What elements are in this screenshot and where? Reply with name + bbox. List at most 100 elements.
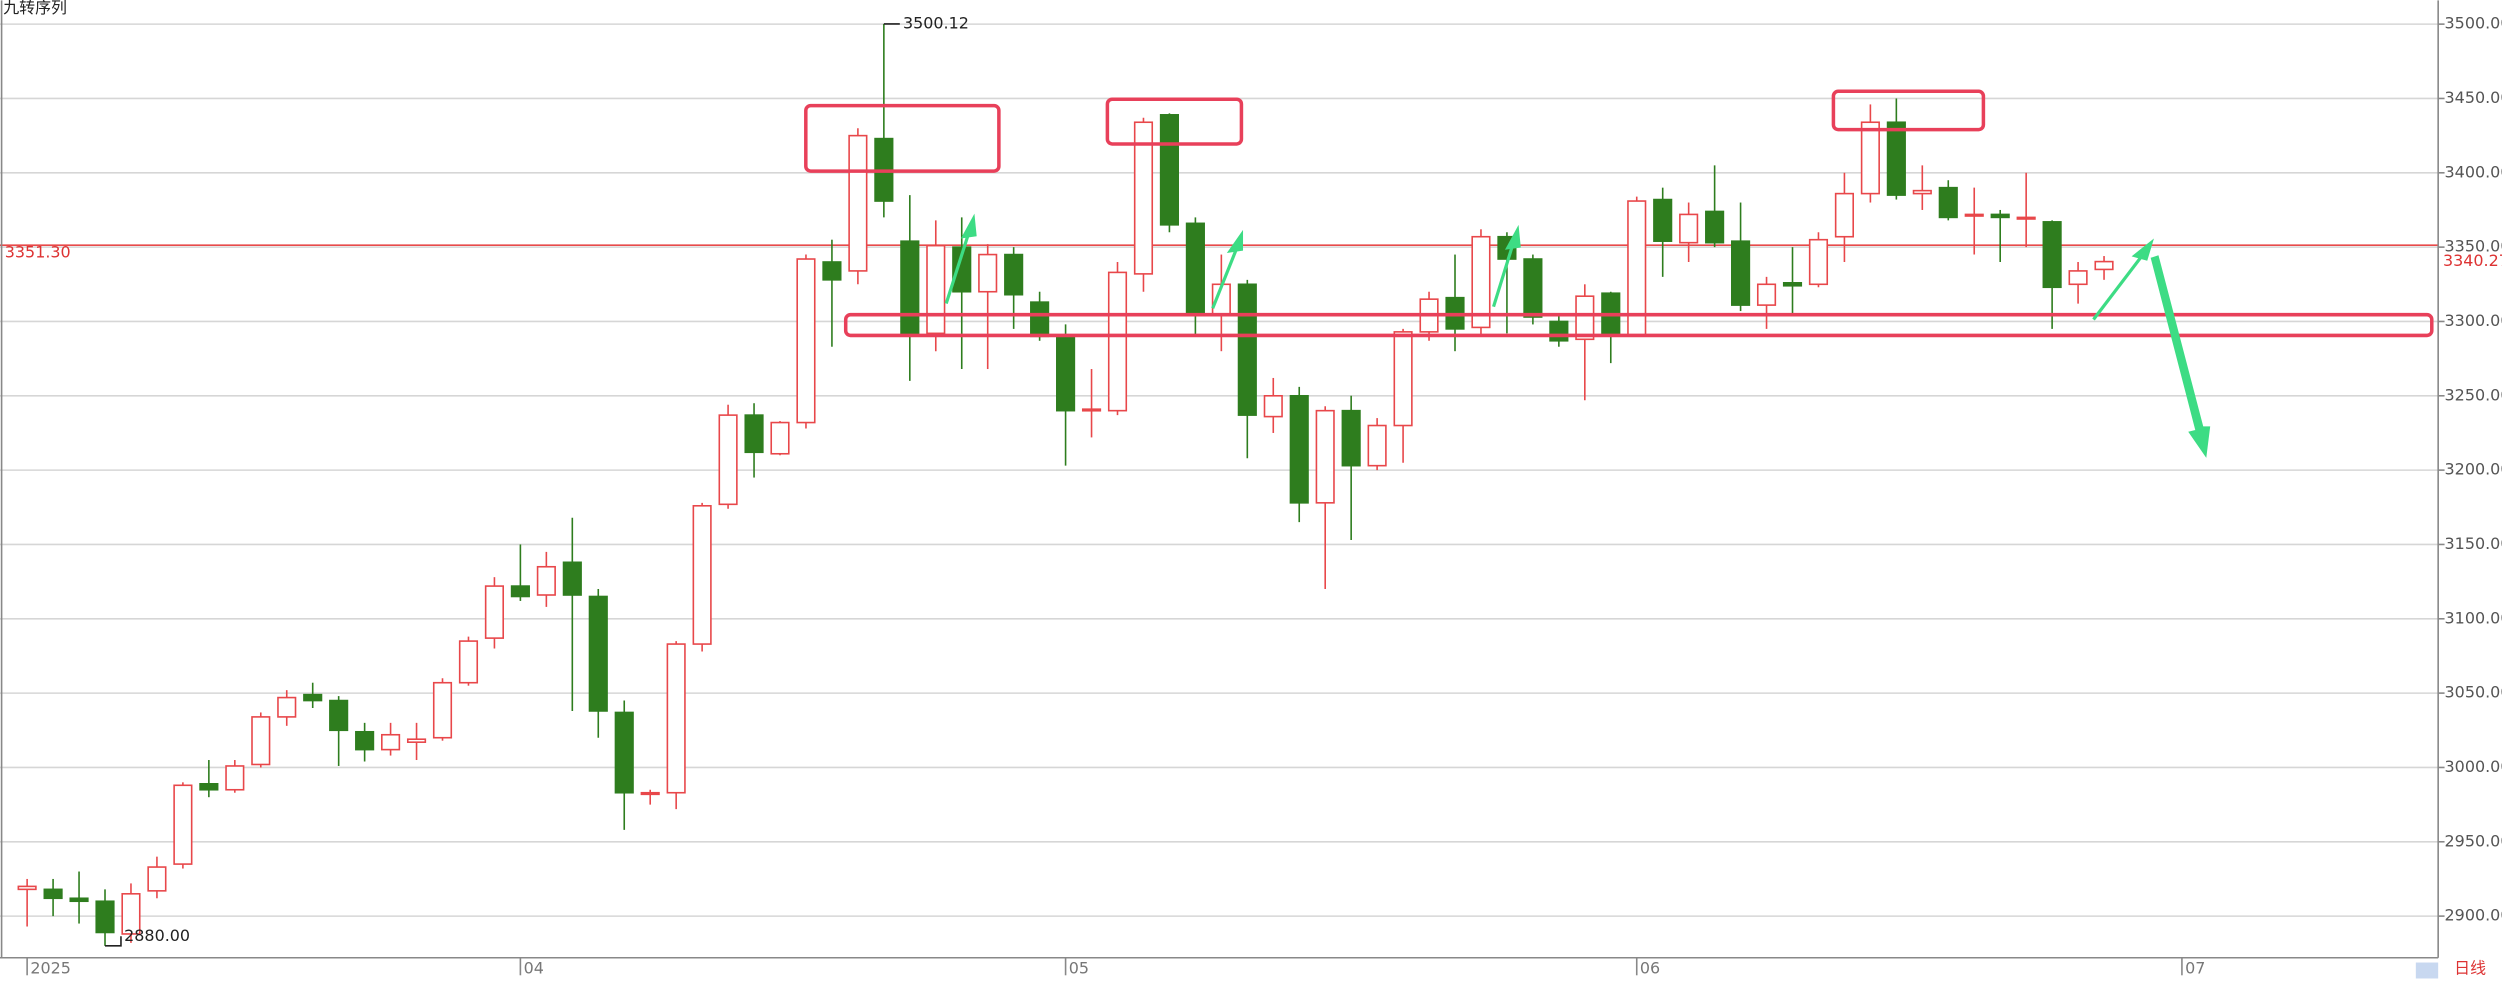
body (2016, 216, 2036, 220)
y-tick-label: 3500.00 (2445, 14, 2502, 33)
body (329, 699, 349, 732)
body (536, 565, 556, 596)
body (666, 643, 686, 794)
body (1263, 394, 1283, 418)
body (1133, 121, 1154, 275)
x-tick-label: 06 (1640, 958, 1660, 977)
highlight-box (804, 103, 1001, 173)
low-leader (105, 936, 122, 947)
body (1393, 331, 1413, 427)
body (588, 595, 608, 712)
period-label[interactable]: 日线 (2454, 958, 2486, 977)
last-price-label: 3340.27 (2443, 251, 2502, 270)
body (1549, 320, 1569, 342)
body (1237, 283, 1257, 416)
arrow-big (2150, 255, 2211, 458)
highlight-box (1831, 89, 1986, 132)
body (1030, 301, 1050, 338)
body (17, 885, 37, 891)
body (1756, 283, 1777, 306)
body (1523, 258, 1543, 318)
body (1886, 121, 1906, 196)
body (562, 561, 582, 596)
x-tick-label: 05 (1069, 958, 1089, 977)
body (1964, 213, 1984, 217)
body (2094, 260, 2114, 271)
body (1653, 198, 1673, 242)
body (1107, 271, 1128, 412)
body (69, 897, 89, 903)
y-tick-label: 3200.00 (2445, 460, 2502, 479)
arrow-head (2131, 238, 2154, 261)
grid (0, 23, 2445, 976)
x-tick-label: 07 (2185, 958, 2205, 977)
y-tick-label: 3050.00 (2445, 683, 2502, 702)
body (770, 421, 790, 455)
y-tick-label: 3150.00 (2445, 534, 2502, 553)
body (744, 414, 764, 454)
annotations-drawn (804, 89, 2434, 458)
body (225, 765, 245, 791)
y-tick-label: 2900.00 (2445, 906, 2502, 925)
body (1315, 409, 1335, 504)
body (2068, 270, 2088, 286)
highlight-box (1105, 97, 1244, 146)
chart-title: 九转序列 (3, 0, 67, 17)
body (1575, 295, 1595, 341)
body (303, 693, 323, 702)
body (1679, 213, 1699, 244)
body (1367, 424, 1387, 467)
y-tick-label: 3000.00 (2445, 757, 2502, 776)
body (1860, 121, 1880, 195)
body (1705, 210, 1725, 244)
body (822, 261, 842, 281)
body (1782, 282, 1803, 287)
body (406, 738, 427, 743)
body (1185, 222, 1205, 315)
body (718, 414, 738, 506)
body (1159, 114, 1180, 226)
body (978, 253, 998, 293)
body (251, 716, 271, 766)
body (1938, 186, 1958, 219)
body (1731, 240, 1751, 306)
arrow-head (1504, 224, 1521, 250)
candles (17, 23, 2114, 946)
body (121, 893, 141, 935)
body (484, 585, 505, 639)
body (926, 244, 946, 335)
body (1081, 408, 1102, 412)
x-tick-label: 04 (524, 958, 544, 977)
x-tick-label: 2025 (30, 958, 71, 977)
body (1471, 235, 1491, 329)
y-tick-label: 3300.00 (2445, 311, 2502, 330)
body (458, 640, 479, 684)
arrow-head (1226, 229, 1244, 253)
body (1834, 192, 1855, 238)
y-tick-label: 3450.00 (2445, 88, 2502, 107)
body (848, 134, 868, 272)
body (199, 783, 219, 791)
body (640, 791, 660, 796)
arrow (1211, 243, 1240, 309)
support-box (843, 312, 2434, 338)
high-label: 3500.12 (903, 13, 969, 32)
body (1289, 394, 1309, 504)
body (173, 784, 193, 865)
body (1004, 253, 1024, 296)
arrows (944, 213, 2211, 458)
body (952, 246, 972, 293)
scroll-box[interactable] (2415, 962, 2439, 979)
body (355, 730, 375, 751)
body (614, 711, 634, 794)
arrow (1492, 239, 1516, 308)
body (1990, 213, 2010, 219)
body (43, 888, 63, 900)
body (277, 696, 297, 718)
body (796, 258, 816, 424)
body (1912, 189, 1932, 195)
arrow-head (960, 213, 977, 239)
